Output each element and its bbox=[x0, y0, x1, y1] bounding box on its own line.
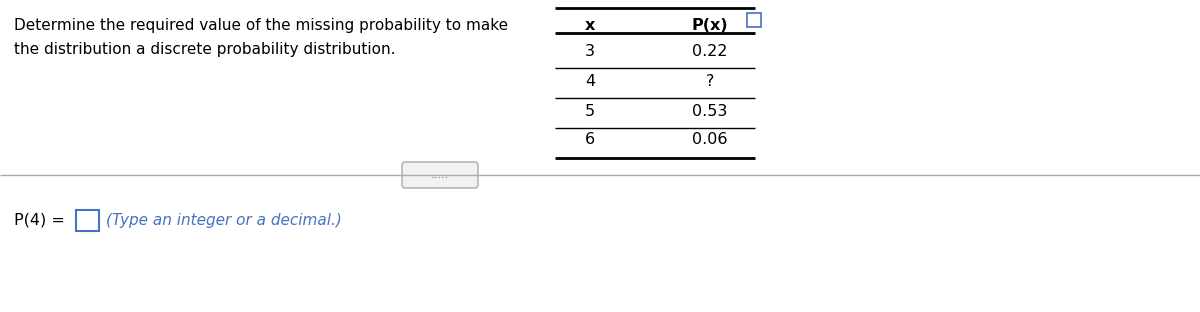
Text: 0.53: 0.53 bbox=[692, 105, 727, 119]
Text: 0.22: 0.22 bbox=[692, 45, 727, 60]
Text: 5: 5 bbox=[584, 105, 595, 119]
Text: 6: 6 bbox=[584, 133, 595, 148]
Text: 3: 3 bbox=[586, 45, 595, 60]
Text: x: x bbox=[584, 18, 595, 33]
FancyBboxPatch shape bbox=[402, 162, 478, 188]
Text: the distribution a discrete probability distribution.: the distribution a discrete probability … bbox=[14, 42, 396, 57]
Text: (Type an integer or a decimal.): (Type an integer or a decimal.) bbox=[106, 212, 342, 227]
Text: P(x): P(x) bbox=[691, 18, 728, 33]
FancyBboxPatch shape bbox=[76, 209, 98, 231]
Text: 4: 4 bbox=[584, 75, 595, 90]
FancyBboxPatch shape bbox=[746, 12, 761, 27]
Text: .....: ..... bbox=[431, 170, 449, 180]
Text: P(4) =: P(4) = bbox=[14, 212, 65, 227]
Text: ?: ? bbox=[706, 75, 714, 90]
Text: 0.06: 0.06 bbox=[692, 133, 727, 148]
Text: Determine the required value of the missing probability to make: Determine the required value of the miss… bbox=[14, 18, 508, 33]
